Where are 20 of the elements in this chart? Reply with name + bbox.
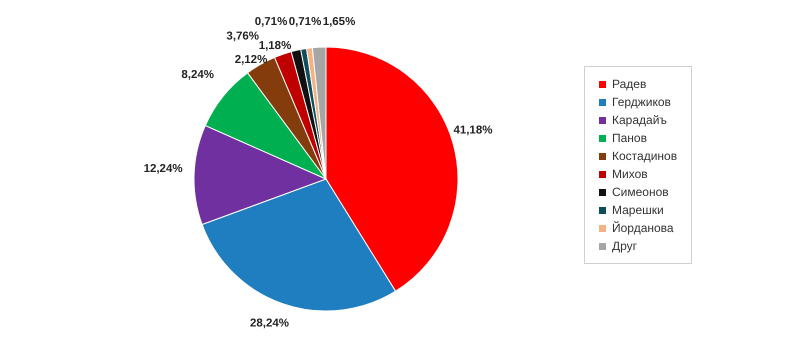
legend-label: Панов	[612, 131, 647, 145]
legend-label: Марешки	[612, 203, 664, 217]
data-label: 1,18%	[258, 40, 292, 52]
data-label: 41,18%	[453, 124, 492, 137]
data-label: 28,24%	[250, 317, 290, 330]
legend-label: Михов	[612, 167, 648, 181]
legend-label: Костадинов	[612, 149, 678, 163]
data-label: 0,71%	[254, 16, 288, 28]
data-label: 2,12%	[234, 54, 268, 66]
legend-label: Йорданова	[612, 221, 674, 235]
legend-label: Герджиков	[612, 95, 671, 109]
data-label: 1,65%	[322, 16, 356, 28]
data-label: 3,76%	[226, 30, 260, 43]
data-label: 0,71%	[288, 16, 322, 28]
legend-label: Симеонов	[612, 185, 669, 199]
legend-label: Друг	[612, 239, 638, 253]
data-label: 12,24%	[144, 162, 183, 175]
legend-label: Карадайъ	[612, 113, 667, 127]
data-label: 8,24%	[181, 69, 214, 82]
legend-label: Радев	[612, 77, 646, 91]
